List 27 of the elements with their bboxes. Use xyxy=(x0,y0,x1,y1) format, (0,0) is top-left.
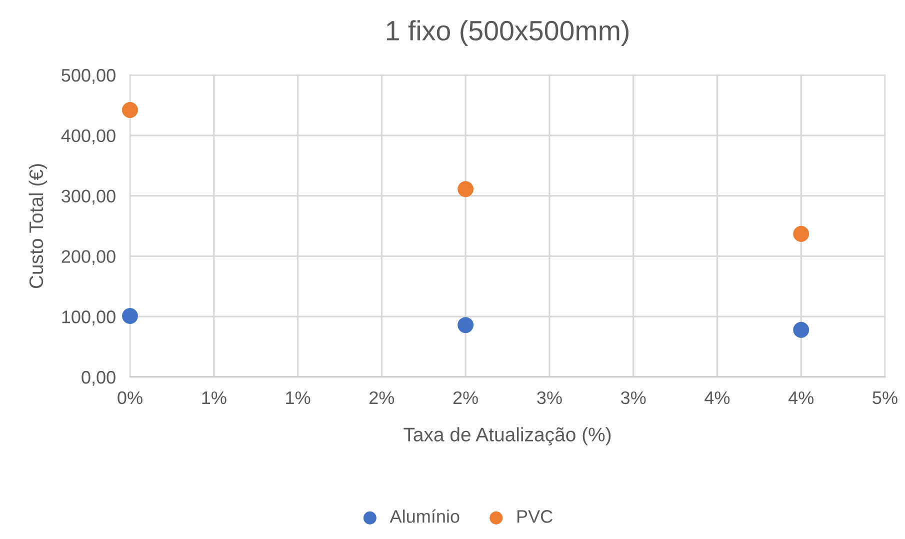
x-tick-label: 2% xyxy=(453,391,478,404)
x-tick-label: 1% xyxy=(202,391,226,404)
point xyxy=(793,322,810,338)
point xyxy=(122,308,138,324)
chart-title: 1 fixo (500x500mm) xyxy=(386,20,629,46)
y-tick-label: 300,00 xyxy=(62,190,116,205)
x-tick-label: 3% xyxy=(620,391,646,404)
y-tick-label: 500,00 xyxy=(62,68,116,84)
y-tick-label: 200,00 xyxy=(62,250,116,266)
point xyxy=(793,226,810,242)
x-tick-label: 2% xyxy=(370,391,394,404)
legend-label: Alumínio xyxy=(390,509,460,523)
x-tick-label: 1% xyxy=(286,391,310,404)
y-tick-label: 0,00 xyxy=(82,370,116,386)
y-tick-label: 100,00 xyxy=(62,310,116,326)
x-tick-label: 5% xyxy=(872,391,898,404)
x-axis-title: Taxa de Atualização (%) xyxy=(404,427,611,446)
x-tick-label: 0% xyxy=(118,391,142,404)
y-axis-title: Custo Total (€) xyxy=(28,164,47,288)
legend-label: PVC xyxy=(517,510,552,523)
x-tick-label: 4% xyxy=(704,391,730,404)
point xyxy=(458,317,474,334)
point xyxy=(122,102,138,118)
point xyxy=(458,181,474,198)
x-tick-label: 4% xyxy=(788,391,814,404)
x-tick-label: 3% xyxy=(537,391,562,404)
y-tick-label: 400,00 xyxy=(61,129,116,144)
